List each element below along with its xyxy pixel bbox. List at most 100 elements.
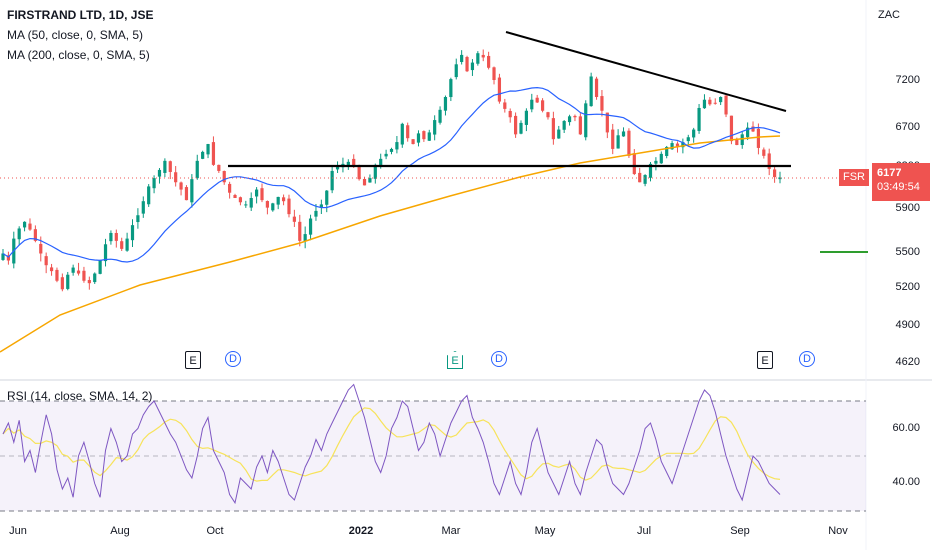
candle-body bbox=[260, 188, 264, 201]
candle-body bbox=[540, 100, 545, 111]
candle-body bbox=[422, 131, 426, 140]
symbol-badge[interactable]: FSR bbox=[839, 169, 869, 186]
candle-body bbox=[400, 123, 404, 145]
candle-body bbox=[605, 112, 609, 133]
candle-body bbox=[114, 232, 118, 241]
candle-body bbox=[271, 203, 275, 211]
earnings-marker[interactable]: E bbox=[185, 351, 201, 369]
candle-body bbox=[314, 210, 318, 217]
ma200-legend[interactable]: MA (200, close, 0, SMA, 5) bbox=[7, 48, 150, 62]
candle-body bbox=[244, 204, 248, 206]
candles-group bbox=[1, 49, 782, 292]
candle-body bbox=[190, 179, 194, 203]
x-axis-label: Aug bbox=[110, 525, 130, 537]
candle-body bbox=[594, 78, 599, 97]
candle-body bbox=[249, 198, 253, 208]
candle-body bbox=[179, 182, 183, 190]
price-tick: 5500 bbox=[895, 246, 920, 258]
ma200-line bbox=[0, 135, 781, 353]
candle-body bbox=[665, 146, 669, 156]
candle-body bbox=[746, 127, 750, 138]
candle-body bbox=[751, 126, 755, 132]
ma50-legend[interactable]: MA (50, close, 0, SMA, 5) bbox=[7, 28, 144, 42]
candle-body bbox=[719, 96, 723, 103]
candle-body bbox=[1, 253, 5, 260]
candle-body bbox=[557, 129, 561, 139]
candle-body bbox=[535, 97, 539, 103]
bar-countdown: 03:49:54 bbox=[877, 181, 920, 193]
candle-body bbox=[681, 142, 685, 148]
candle-body bbox=[60, 277, 64, 290]
candle-body bbox=[233, 195, 237, 199]
x-axis-label: Jul bbox=[636, 525, 652, 537]
candle-body bbox=[265, 201, 269, 208]
candle-body bbox=[152, 178, 156, 189]
candle-body bbox=[551, 118, 555, 140]
x-axis-label: Jun bbox=[9, 525, 27, 537]
candle-body bbox=[724, 95, 728, 115]
candle-body bbox=[632, 153, 636, 175]
candle-body bbox=[611, 129, 615, 149]
candle-body bbox=[136, 215, 140, 223]
last-price-badge[interactable]: 6177 03:49:54 bbox=[872, 163, 930, 201]
candle-body bbox=[702, 99, 707, 109]
chart-title[interactable]: FIRSTRAND LTD, 1D, JSE bbox=[7, 8, 154, 22]
candle-body bbox=[546, 112, 550, 118]
ma50-line bbox=[2, 86, 781, 263]
candle-body bbox=[567, 116, 572, 123]
candle-body bbox=[195, 160, 199, 179]
candle-body bbox=[675, 143, 680, 147]
dividend-marker[interactable]: D bbox=[225, 351, 241, 367]
candle-body bbox=[692, 129, 696, 138]
candle-body bbox=[708, 99, 712, 105]
candle-body bbox=[346, 161, 350, 167]
candle-body bbox=[562, 121, 566, 130]
candle-body bbox=[168, 161, 172, 172]
candle-body bbox=[600, 96, 604, 111]
candle-body bbox=[449, 79, 453, 98]
candle-body bbox=[125, 238, 129, 251]
candle-body bbox=[49, 267, 54, 272]
candle-body bbox=[163, 160, 167, 173]
candle-body bbox=[481, 54, 485, 58]
candle-body bbox=[524, 110, 528, 125]
candle-body bbox=[729, 115, 734, 142]
candle-body bbox=[756, 128, 761, 148]
candle-body bbox=[654, 160, 658, 164]
candle-body bbox=[335, 166, 340, 170]
candle-body bbox=[281, 197, 286, 202]
candle-body bbox=[713, 102, 717, 104]
last-price-value: 6177 bbox=[877, 167, 902, 179]
candle-body bbox=[217, 164, 221, 171]
currency-label: ZAC bbox=[878, 9, 900, 21]
candle-body bbox=[476, 53, 480, 64]
candle-body bbox=[487, 55, 491, 68]
candle-body bbox=[22, 221, 27, 228]
candle-body bbox=[303, 234, 307, 242]
descending-trendline[interactable] bbox=[505, 31, 787, 112]
candle-body bbox=[174, 172, 178, 183]
candle-body bbox=[109, 232, 113, 242]
candle-body bbox=[395, 142, 399, 150]
candle-body bbox=[519, 122, 523, 134]
earnings-marker[interactable]: E bbox=[447, 351, 463, 369]
price-tick: 4620 bbox=[895, 356, 920, 368]
earnings-marker[interactable]: E bbox=[757, 351, 773, 369]
candle-body bbox=[298, 221, 302, 241]
dividend-marker[interactable]: D bbox=[799, 351, 815, 367]
candle-body bbox=[465, 57, 469, 72]
candle-body bbox=[276, 196, 280, 205]
rsi-legend[interactable]: RSI (14, close, SMA, 14, 2) bbox=[7, 389, 153, 403]
candle-body bbox=[82, 270, 86, 281]
candle-body bbox=[66, 274, 70, 289]
dividend-marker[interactable]: D bbox=[491, 351, 507, 367]
price-tick: 5200 bbox=[895, 281, 920, 293]
candle-body bbox=[433, 120, 437, 135]
candle-body bbox=[454, 64, 458, 78]
candle-body bbox=[287, 198, 291, 215]
candle-body bbox=[93, 273, 97, 283]
candle-body bbox=[460, 54, 464, 63]
candle-body bbox=[503, 102, 507, 109]
candle-body bbox=[362, 178, 367, 186]
